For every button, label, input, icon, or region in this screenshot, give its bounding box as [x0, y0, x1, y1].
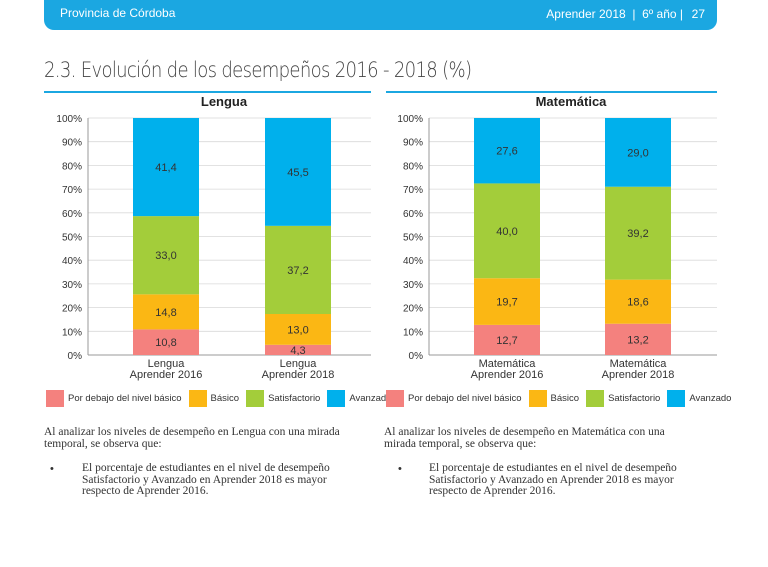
y-tick-label: 90%	[403, 138, 423, 149]
data-label: 14,8	[155, 307, 176, 319]
bar-segment	[265, 344, 331, 355]
data-label: 29,0	[627, 147, 648, 159]
data-label: 4,3	[290, 345, 305, 357]
right-intro-line-1: Al analizar los niveles de desempeño en …	[384, 426, 665, 438]
data-label: 40,0	[496, 226, 517, 238]
y-tick-label: 50%	[403, 233, 423, 244]
data-label: 37,2	[287, 265, 308, 277]
data-label: 33,0	[155, 250, 176, 262]
x-tick-label: Matemática	[610, 358, 668, 370]
y-tick-label: 100%	[397, 114, 423, 125]
x-tick-label: Matemática	[479, 358, 537, 370]
data-label: 19,7	[496, 297, 517, 309]
left-intro-line-1: Al analizar los niveles de desempeño en …	[44, 426, 340, 438]
right-chart-rule	[386, 91, 717, 93]
y-tick-label: 90%	[62, 138, 82, 149]
data-label: 39,2	[627, 228, 648, 240]
y-tick-label: 10%	[403, 327, 423, 338]
right-intro-paragraph: Al analizar los niveles de desempeño en …	[384, 426, 665, 450]
x-tick-label: Aprender 2016	[130, 369, 203, 381]
y-tick-label: 0%	[68, 351, 83, 362]
y-tick-label: 30%	[403, 280, 423, 291]
bar-segment	[474, 183, 540, 279]
y-tick-label: 40%	[62, 256, 82, 267]
right-legend: Por debajo del nivel básico Básico Satis…	[386, 390, 738, 407]
y-tick-label: 60%	[403, 209, 423, 220]
legend-item-satisfactory: Satisfactorio	[586, 390, 660, 407]
left-bullet-text: El porcentaje de estudiantes en el nivel…	[82, 462, 360, 498]
header-publication: Aprender 2018 | 6º año |	[546, 7, 683, 21]
y-tick-label: 10%	[62, 327, 82, 338]
x-tick-label: Aprender 2016	[471, 369, 544, 381]
right-bullet-line-3: respecto de Aprender 2016.	[429, 485, 556, 497]
bar-segment	[605, 186, 671, 280]
left-bullet-line-2: Satisfactorio y Avanzado en Aprender 201…	[82, 473, 327, 486]
page-number: 27	[691, 7, 705, 21]
legend-item-advanced: Avanzado	[327, 390, 391, 407]
y-tick-label: 30%	[62, 280, 82, 291]
bar-segment	[605, 323, 671, 355]
header-province: Provincia de Córdoba	[60, 6, 176, 20]
left-bullet-line-3: respecto de Aprender 2016.	[82, 485, 209, 497]
bar-segment	[474, 278, 540, 325]
y-tick-label: 60%	[62, 209, 82, 220]
left-intro-paragraph: Al analizar los niveles de desempeño en …	[44, 426, 340, 450]
y-tick-label: 50%	[62, 233, 82, 244]
data-label: 18,6	[627, 297, 648, 309]
legend-item-below-basic: Por debajo del nivel básico	[386, 390, 522, 407]
header-bar: Provincia de Córdoba Aprender 2018 | 6º …	[44, 0, 717, 30]
y-tick-label: 0%	[409, 351, 424, 362]
right-bullet-text: El porcentaje de estudiantes en el nivel…	[429, 462, 727, 498]
bar-segment	[133, 294, 199, 330]
bar-segment	[605, 118, 671, 187]
bar-segment	[474, 324, 540, 355]
y-tick-label: 70%	[62, 185, 82, 196]
legend-item-basic: Básico	[188, 390, 239, 407]
y-tick-label: 80%	[403, 161, 423, 172]
right-bullet-line-1: El porcentaje de estudiantes en el nivel…	[429, 462, 677, 474]
legend-item-below-basic: Por debajo del nivel básico	[46, 390, 182, 407]
y-tick-label: 70%	[403, 185, 423, 196]
y-tick-label: 20%	[62, 304, 82, 315]
bar-segment	[133, 329, 199, 355]
right-chart-title: Matemática	[535, 94, 607, 109]
legend-item-basic: Básico	[528, 390, 579, 407]
left-intro-line-2: temporal, se observa que:	[44, 438, 162, 450]
bar-segment	[265, 118, 331, 226]
data-label: 13,2	[627, 334, 648, 346]
y-tick-label: 100%	[56, 114, 82, 125]
bar-segment	[265, 313, 331, 345]
data-label: 27,6	[496, 146, 517, 158]
left-bullet-line-1: El porcentaje de estudiantes en el nivel…	[82, 462, 330, 474]
bar-segment	[474, 118, 540, 184]
left-chart-rule	[44, 91, 371, 93]
left-bullet-mark: •	[50, 463, 54, 475]
data-label: 13,0	[287, 324, 308, 336]
right-bullet-mark: •	[398, 463, 402, 475]
right-intro-line-2: mirada temporal, se observa que:	[384, 438, 537, 450]
y-tick-label: 80%	[62, 161, 82, 172]
x-tick-label: Lengua	[280, 358, 318, 370]
y-tick-label: 20%	[403, 304, 423, 315]
data-label: 41,4	[155, 162, 176, 174]
legend-item-advanced: Avanzado	[667, 390, 731, 407]
section-title: 2.3. Evolución de los desempeños 2016 - …	[44, 58, 472, 82]
bar-segment	[133, 216, 199, 295]
left-legend: Por debajo del nivel básico Básico Satis…	[46, 390, 398, 407]
right-bullet-line-2: Satisfactorio y Avanzado en Aprender 201…	[429, 473, 674, 486]
bar-segment	[133, 118, 199, 217]
bar-segment	[605, 279, 671, 324]
data-label: 12,7	[496, 335, 517, 347]
legend-item-satisfactory: Satisfactorio	[246, 390, 320, 407]
x-tick-label: Aprender 2018	[262, 369, 335, 381]
left-chart-title: Lengua	[200, 94, 248, 109]
x-tick-label: Lengua	[148, 358, 186, 370]
data-label: 10,8	[155, 337, 176, 349]
y-tick-label: 40%	[403, 256, 423, 267]
bar-segment	[265, 225, 331, 314]
x-tick-label: Aprender 2018	[602, 369, 675, 381]
data-label: 45,5	[287, 167, 308, 179]
